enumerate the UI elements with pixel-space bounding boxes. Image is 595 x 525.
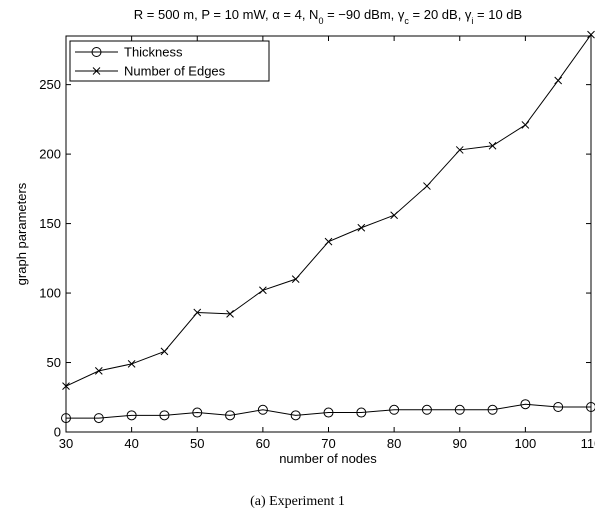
- x-tick-label: 110: [581, 436, 595, 451]
- data-point: [290, 410, 301, 421]
- data-point: [192, 407, 203, 418]
- legend-item: Number of Edges: [75, 64, 226, 79]
- x-tick-label: 80: [387, 436, 401, 451]
- legend-label: Number of Edges: [124, 64, 226, 79]
- legend-label: Thickness: [124, 45, 183, 60]
- data-point: [356, 407, 367, 418]
- title-part: γ: [465, 7, 472, 22]
- data-point: [455, 146, 464, 154]
- data-point: [193, 308, 202, 317]
- x-tick-label: 60: [256, 436, 270, 451]
- data-point: [357, 223, 366, 232]
- legend-box: [69, 40, 270, 82]
- legend-item: Thickness: [75, 45, 183, 60]
- data-point: [225, 410, 236, 421]
- title-part: c: [404, 16, 409, 26]
- data-point: [93, 413, 104, 424]
- data-point: [520, 399, 531, 410]
- data-point: [61, 413, 71, 424]
- title-part: = −90 dBm,: [323, 7, 397, 22]
- data-point: [488, 141, 497, 150]
- data-point: [226, 310, 234, 318]
- data-point: [587, 30, 595, 39]
- title-part: = 4, N: [280, 7, 319, 22]
- data-point: [586, 401, 595, 412]
- x-tick-label: 30: [59, 436, 73, 451]
- data-point: [423, 182, 431, 190]
- data-point: [324, 237, 333, 246]
- legend-marker: [91, 47, 102, 57]
- y-axis: 0 50 100 150 200 250: [39, 77, 591, 440]
- x-tick-label: 40: [124, 436, 138, 451]
- data-point: [160, 347, 169, 356]
- data-point: [554, 76, 563, 85]
- data-point: [127, 360, 136, 368]
- x-tick-label: 90: [453, 436, 467, 451]
- chart-title: R = 500 m, P = 10 mW, α = 4, N0 = −90 dB…: [134, 7, 522, 26]
- x-tick-label: 50: [190, 436, 204, 451]
- series-layer: [61, 30, 595, 424]
- title-part: i: [471, 16, 473, 26]
- y-tick-label: 250: [39, 77, 61, 92]
- title-part: α: [272, 7, 280, 22]
- data-point: [487, 404, 498, 415]
- data-point: [94, 367, 103, 375]
- title-part: γ: [398, 7, 405, 22]
- data-point: [259, 286, 267, 295]
- title-part: = 20 dB,: [409, 7, 465, 22]
- legend-marker: [92, 67, 101, 75]
- data-point: [421, 404, 432, 415]
- data-point: [454, 404, 465, 415]
- x-axis: 30 40 50 60 70 80 90 100 110: [59, 36, 595, 451]
- legend: Thickness Number of Edges: [69, 40, 270, 82]
- figure-caption: (a) Experiment 1: [250, 494, 345, 509]
- y-tick-label: 150: [39, 216, 61, 231]
- y-tick-label: 100: [39, 286, 61, 301]
- title-part: 0: [318, 16, 323, 26]
- y-axis-label: graph parameters: [14, 182, 29, 285]
- data-point: [521, 121, 530, 129]
- data-point: [390, 211, 398, 220]
- data-point: [291, 275, 300, 284]
- y-tick-label: 0: [54, 425, 61, 440]
- title-part: = 10 dB: [473, 7, 522, 22]
- series-line: [66, 403, 591, 419]
- x-axis-label: number of nodes: [279, 451, 377, 466]
- data-point: [323, 407, 334, 418]
- data-point: [553, 401, 564, 412]
- data-point: [159, 410, 170, 421]
- x-tick-label: 70: [321, 436, 335, 451]
- data-point: [389, 404, 400, 415]
- data-point: [126, 410, 137, 421]
- y-tick-label: 50: [47, 355, 61, 370]
- data-point: [62, 382, 70, 391]
- series-number-of-edges: [62, 30, 595, 391]
- x-tick-label: 100: [515, 436, 537, 451]
- y-tick-label: 200: [39, 147, 61, 162]
- plot-area: [65, 35, 592, 433]
- data-point: [257, 404, 268, 415]
- series-thickness: [61, 399, 595, 424]
- title-part: R = 500 m, P = 10 mW,: [134, 7, 273, 22]
